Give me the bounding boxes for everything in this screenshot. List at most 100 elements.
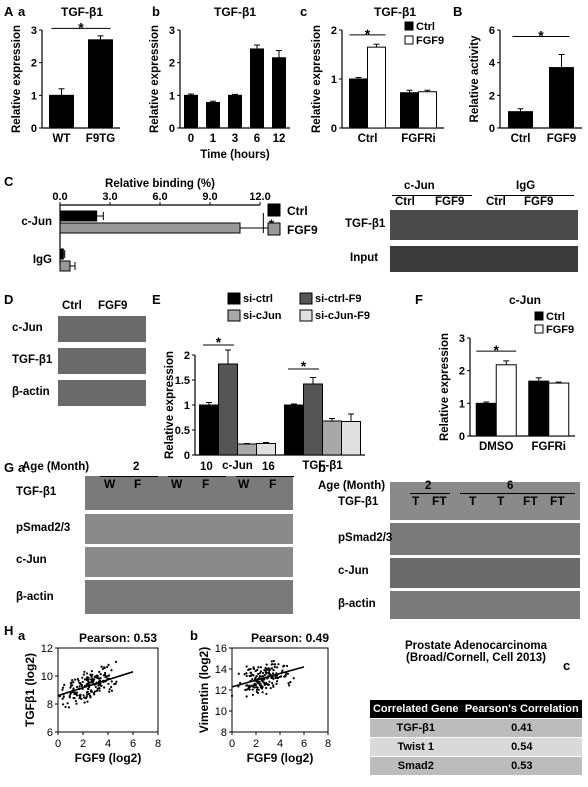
y-axis-label: Relative expression <box>11 25 23 133</box>
x-tick-label: c-Jun <box>222 460 253 472</box>
age-value: 2 <box>425 480 432 492</box>
bar <box>228 94 242 129</box>
gel-header-cjun: c-Jun <box>404 180 435 192</box>
bar <box>49 94 74 129</box>
significance-star: * <box>301 358 307 374</box>
scatter-point <box>104 676 107 679</box>
table-cell-gene: TGF-β1 <box>370 718 462 738</box>
scatter-point <box>246 688 249 691</box>
scatter-point <box>276 680 279 683</box>
scatter-point <box>289 681 292 684</box>
bar <box>303 383 323 456</box>
legend-label: FGF9 <box>287 223 318 237</box>
scatter-point <box>95 689 99 692</box>
age-line <box>460 493 575 494</box>
scatter-point <box>103 666 106 669</box>
age-label: Age (Month) <box>22 461 90 473</box>
blot-d-cjun <box>58 316 146 342</box>
fit-line <box>57 671 134 697</box>
x-axis-label: Time (hours) <box>200 149 270 161</box>
legend-swatch <box>404 21 414 31</box>
scatter-point <box>77 679 80 682</box>
panel-letter-Hc: c <box>563 658 571 673</box>
table-title-line1: Prostate Adenocarcinoma <box>404 640 548 652</box>
bar <box>199 404 219 456</box>
scatter-point <box>67 706 71 709</box>
x-tick-label: 0.0 <box>52 191 67 203</box>
scatter-point <box>82 673 85 676</box>
bar <box>256 443 276 456</box>
scatter-point <box>259 666 262 669</box>
scatter-point <box>86 690 89 693</box>
panel-letter-G: G <box>4 460 15 475</box>
scatter-point <box>69 686 72 689</box>
bar <box>549 67 574 129</box>
scatter-point <box>86 700 89 703</box>
scatter-point <box>249 667 252 671</box>
lane-label: FT <box>550 494 565 508</box>
table-cell-gene: Twist 1 <box>370 737 462 757</box>
scatter-point <box>245 665 248 668</box>
gel-lane-label: FGF9 <box>435 196 465 208</box>
bar <box>322 420 342 456</box>
scatter-point <box>87 678 90 681</box>
y-axis-label: Vimentin (log2) <box>197 647 211 733</box>
scatter-point <box>263 669 266 672</box>
scatter-point <box>103 686 106 689</box>
x-tick-label: TGF-β1 <box>302 460 343 472</box>
scatter-point <box>96 675 99 678</box>
scatter-point <box>85 672 89 675</box>
bar <box>418 91 437 129</box>
chart-title: c-Jun <box>509 293 541 307</box>
panel-letter-Ac: c <box>300 4 308 19</box>
x-tick-label: 12 <box>273 133 286 145</box>
scatter-point <box>90 669 93 673</box>
scatter-point <box>245 672 248 675</box>
scatter-point <box>104 671 107 675</box>
x-axis-label: FGF9 (log2) <box>75 751 142 765</box>
scatter-point <box>279 675 283 678</box>
scatter-point <box>75 685 79 689</box>
bar <box>237 443 257 456</box>
scatter-point <box>99 673 102 676</box>
y-tick-label: 10 <box>41 671 53 683</box>
y-tick-label: 0.5 <box>175 425 190 437</box>
scatter-point <box>97 683 101 686</box>
y-axis-label: TGFβ1 (log2) <box>23 653 37 727</box>
scatter-point <box>89 678 93 681</box>
scatter-point <box>258 680 261 683</box>
scatter-point <box>249 671 253 674</box>
scatter-point <box>108 690 111 693</box>
x-tick-label: FGF9 <box>547 133 576 145</box>
scatter-point <box>258 672 262 675</box>
scatter-point <box>261 671 265 675</box>
bar <box>548 382 570 437</box>
scatter-point <box>254 670 257 673</box>
x-tick-label: FGFRi <box>532 441 567 453</box>
y-tick-label: 16 <box>215 643 227 655</box>
gel-tgfb1-row <box>390 210 578 240</box>
chart-title: Pearson: 0.53 <box>79 631 157 645</box>
scatter-point <box>247 686 250 689</box>
scatter-point <box>93 675 96 678</box>
scatter-point <box>259 682 262 686</box>
scatter-point <box>89 673 92 676</box>
panel-letter-Gb: b <box>318 460 326 475</box>
scatter-point <box>98 670 101 673</box>
scatter-point <box>73 691 76 694</box>
scatter-point <box>268 680 271 683</box>
scatter-point <box>261 691 264 694</box>
lane-label: T <box>412 494 420 508</box>
scatter-point <box>90 690 93 693</box>
table-row: TGF-β1 0.41 <box>370 718 582 738</box>
scatter-point <box>255 680 259 683</box>
scatter-point <box>276 666 279 669</box>
scatter-point <box>256 668 259 672</box>
scatter-point <box>85 683 88 686</box>
blot-ga-cjun <box>85 547 293 577</box>
x-tick-label: 6 <box>130 738 136 750</box>
scatter-point <box>245 674 248 678</box>
bar <box>528 380 550 437</box>
scatter-point <box>107 674 111 677</box>
scatter-point <box>81 680 84 684</box>
